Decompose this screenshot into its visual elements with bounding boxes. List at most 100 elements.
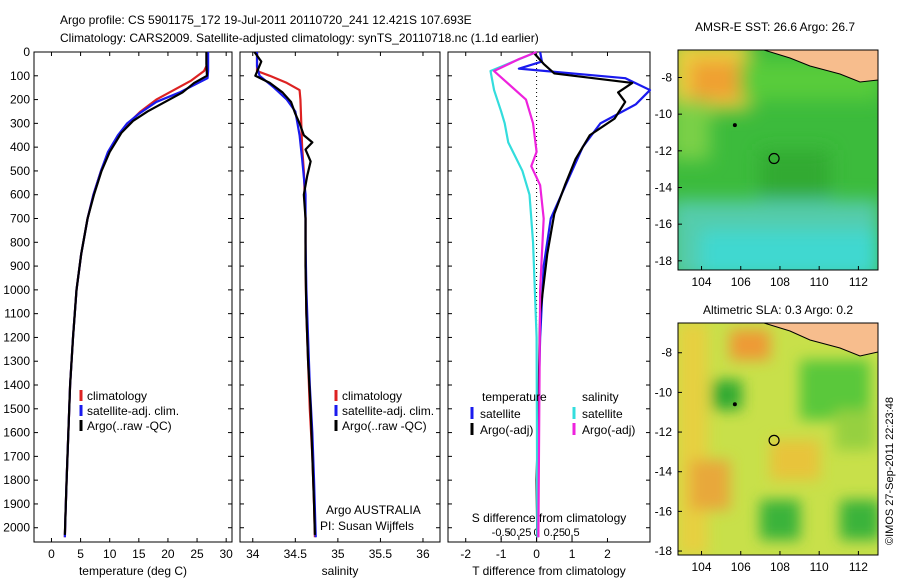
series-t-argo-adj- [532,51,634,538]
map-x-tick-label: 110 [810,560,829,574]
x-tick-label: 34.5 [284,547,308,561]
y-tick-label: 1600 [3,426,30,440]
float-position-marker [768,152,780,165]
y-tick-label: 1500 [3,402,30,416]
x-tick-label: 10 [103,547,117,561]
map-y-tick-label: -14 [655,465,673,479]
map-y-tick-label: -16 [655,504,673,518]
header-line-1: Argo profile: CS 5901175_172 19-Jul-2011… [60,13,472,27]
y-tick-label: 2000 [3,521,30,535]
salinity-panel: 34 34.5 35 35.5 36 salinity climatologysatelli… [239,51,441,578]
map-x-tick-label: 104 [692,560,712,574]
map-x-tick-label: 104 [692,275,712,289]
map-y-tick-label: -16 [655,217,673,231]
x-tick-label: 25 [190,547,204,561]
sst-map-field [678,50,878,270]
legend-label: Argo(-adj) [582,423,635,437]
map-y-tick-label: -12 [655,425,673,439]
y-tick-label: 1300 [3,354,30,368]
legend-label: satellite-adj. clim. [87,404,179,418]
x-tick-label: 36 [416,547,430,561]
plot-frame [447,51,651,543]
legend-label: satellite [582,407,623,421]
plot-frame [33,51,233,543]
x-tick-label: 15 [132,547,146,561]
y-tick-label: 500 [10,164,30,178]
profile-star-marker [732,123,737,128]
series-s-argo-adj- [492,50,545,538]
sla-map-axes: 104 106 108 110 112 -8 -10 -12 -14 -16 -18 [655,322,879,574]
x-axis-label: T difference from climatology [472,564,626,578]
x-tick-label: 20 [161,547,175,561]
x-tick-label: 34 [246,547,260,561]
x-tick-label: 35 [331,547,345,561]
legend-title-temperature: temperature [482,390,547,404]
series-argo-raw-qc- [253,51,316,535]
y-tick-label: 800 [10,235,30,249]
sla-map-title: Altimetric SLA: 0.3 Argo: 0.2 [703,303,853,317]
y-tick-label: 1000 [3,283,30,297]
s-tick-label: 0.25 [544,527,565,539]
profile-star-marker [732,402,737,407]
y-tick-label: 1400 [3,378,30,392]
x-tick-label: -2 [460,547,471,561]
sla-map-field [678,323,878,555]
y-tick-label: 1100 [4,307,30,321]
map-x-tick-label: 108 [770,275,790,289]
sst-map-axes: 104 106 108 110 112 -8 -10 -12 -14 -16 -18 [655,49,879,289]
series-satellite-adj-clim- [63,52,210,538]
map-y-tick-label: -8 [661,346,672,360]
legend-label: climatology [87,389,147,403]
y-tick-label: 0 [23,45,30,59]
x-tick-label: 30 [219,547,233,561]
series-s-satellite [489,50,539,538]
map-y-tick-label: -18 [655,254,673,268]
annotation-line-2: PI: Susan Wijffels [320,519,414,533]
legend-label: satellite-adj. clim. [342,404,434,418]
map-y-tick-label: -18 [655,544,673,558]
s-axis-label: S difference from climatology [472,511,627,525]
float-position-marker [768,434,780,446]
y-tick-label: 700 [10,212,30,226]
s-tick-label: 0.5 [564,527,579,539]
legend-label: climatology [342,389,402,403]
plot-frame [239,51,441,543]
sst-map-title: AMSR-E SST: 26.6 Argo: 26.7 [695,20,855,34]
x-tick-label: -1 [496,547,507,561]
s-tick-label: -0.5 [492,527,511,539]
s-tick-label: -0.25 [506,527,531,539]
y-tick-label: 100 [10,69,30,83]
map-frame [677,322,879,556]
temperature-panel: 0100200300400500600700800900100011001200… [3,45,233,578]
x-tick-label: 0 [48,547,55,561]
series-argo-raw-qc- [63,52,209,535]
map-x-tick-label: 106 [731,275,751,289]
map-x-tick-label: 112 [849,275,868,289]
x-axis-label: temperature (deg C) [79,564,187,578]
header-line-2: Climatology: CARS2009. Satellite-adjuste… [60,31,539,45]
y-tick-label: 1700 [3,449,30,463]
map-y-tick-label: -10 [655,385,673,399]
y-tick-label: 300 [10,116,30,130]
map-y-tick-label: -8 [661,71,672,85]
series-climatology [63,52,209,538]
x-tick-label: 1 [569,547,576,561]
y-tick-label: 400 [10,140,30,154]
y-tick-label: 1800 [3,473,30,487]
map-frame [677,49,879,271]
y-tick-label: 1900 [3,497,30,511]
y-tick-label: 600 [10,188,30,202]
x-tick-label: 0 [533,547,540,561]
y-tick-label: 200 [10,93,30,107]
credit-text: ©IMOS 27-Sep-2011 22:23:48 [884,397,896,545]
map-x-tick-label: 110 [810,275,829,289]
legend-label: satellite [480,407,521,421]
x-tick-label: 5 [77,547,84,561]
legend-title-salinity: salinity [582,390,619,404]
legend-label: Argo(-adj) [480,423,533,437]
y-tick-label: 1200 [3,330,30,344]
map-x-tick-label: 112 [849,560,868,574]
legend-label: Argo(..raw -QC) [87,419,172,433]
annotation-line-1: Argo AUSTRALIA [326,503,421,517]
